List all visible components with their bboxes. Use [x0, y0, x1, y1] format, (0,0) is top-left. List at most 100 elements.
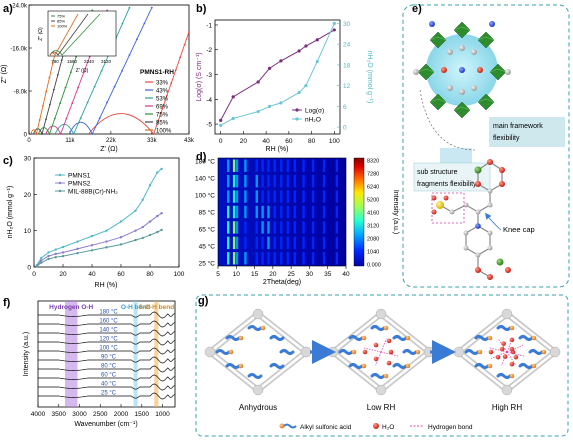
panel-d-ytick-label: 100 °C — [195, 192, 215, 200]
heatmap-cell — [236, 160, 238, 172]
ir-temp-label: 120 °C — [99, 337, 118, 343]
panel-a-inset-ylabel: Z'' (Ω) — [38, 27, 44, 41]
heatmap-cell — [294, 175, 296, 187]
panel-c-point — [142, 226, 144, 228]
nyquist-point — [39, 119, 41, 121]
heatmap-cell — [244, 252, 246, 264]
fragment-atom — [436, 201, 444, 209]
panel-b-xlabel: RH (%) — [266, 146, 289, 153]
panel-a-inset-xlabel: Z' (Ω) — [76, 68, 89, 74]
fragment-atom — [488, 189, 493, 194]
heatmap-cell — [267, 252, 269, 264]
panel-d-ytick-label: 45 °C — [199, 243, 216, 251]
panel-c-point — [142, 199, 144, 201]
fragment-atom — [475, 223, 481, 229]
colorbar-tick-label: 1040 — [367, 250, 379, 256]
heatmap-cell — [323, 190, 325, 202]
colorbar-tick-label: 6240 — [367, 185, 379, 191]
panel-a-xtick-label: 11k — [65, 138, 75, 144]
water-molecule — [503, 354, 508, 359]
panel-c-point — [156, 231, 158, 233]
alkyl-chain — [404, 351, 416, 354]
panel-c-point — [47, 255, 49, 257]
panel-c-point — [134, 209, 136, 211]
framework-node — [253, 385, 263, 395]
heatmap-cell — [261, 221, 263, 233]
panel-b-point — [257, 80, 260, 83]
heatmap-cell — [227, 237, 229, 249]
heatmap-cell — [267, 175, 269, 187]
heatmap-cell — [261, 206, 263, 218]
alkyl-chain — [372, 375, 384, 378]
heatmap-cell — [273, 237, 275, 249]
panel-b-rtick-label: 0 — [343, 125, 347, 132]
cage-atom — [459, 89, 465, 95]
sulfonic-head — [532, 336, 537, 341]
panel-c-ytick-label: 20 — [24, 192, 32, 199]
sulfonic-head — [239, 336, 244, 341]
framework-node — [376, 385, 386, 395]
panel-f-ylabel: Intensity (a.u.) — [23, 332, 30, 376]
heatmap-cell — [323, 221, 325, 233]
ir-temp-label: 180 °C — [99, 310, 118, 316]
panel-c-point — [160, 168, 162, 170]
nyquist-point — [42, 105, 44, 107]
panel-c-xlabel: RH (%) — [95, 282, 118, 289]
legend-water-label: H₂O — [382, 424, 394, 431]
heatmap-cell — [280, 237, 282, 249]
heatmap-cell — [280, 252, 282, 264]
heatmap-cell — [227, 190, 229, 202]
panel-b-point — [279, 59, 282, 62]
heatmap-cell — [236, 175, 238, 187]
heatmap-cell — [323, 206, 325, 218]
heatmap-cell — [302, 221, 304, 233]
heatmap-cell — [294, 252, 296, 264]
heatmap-cell — [244, 237, 246, 249]
panel-b-ytick-label: -4 — [206, 97, 212, 104]
heatmap-cell — [233, 221, 235, 233]
fragment-atom — [464, 246, 469, 251]
panel-c-point — [91, 249, 93, 251]
knee-cap-label: Knee cap — [503, 225, 535, 234]
panel-c-point — [134, 229, 136, 231]
heatmap-cell — [261, 252, 263, 264]
heatmap-cell — [336, 160, 338, 172]
panel-c-point — [160, 212, 162, 214]
fragment-atom — [499, 181, 505, 187]
heatmap-cell — [273, 190, 275, 202]
heatmap-cell — [244, 221, 246, 233]
legend-water-icon — [373, 423, 379, 429]
panel-b-point — [304, 84, 307, 87]
heatmap-cell — [261, 160, 263, 172]
cage-atom — [459, 45, 465, 51]
panel-a: a) 0-8.0k-16.0k-24.0k 0 11k 22k 33k 43k Z'' … — [1, 3, 195, 153]
panel-c-xtick-label: 20 — [59, 271, 67, 278]
fragment-atom — [505, 267, 511, 273]
heatmap-cell — [323, 237, 325, 249]
panel-a-ytick-label: -8.0k — [14, 90, 28, 96]
sulfonic-head — [384, 326, 389, 331]
panel-c-point — [156, 215, 158, 217]
inset-xtick-label: 2340 — [84, 59, 95, 64]
panel-b-point — [333, 22, 336, 25]
heatmap-cell — [336, 252, 338, 264]
nyquist-point — [61, 59, 63, 61]
nyquist-point — [129, 7, 131, 9]
colorbar-tick-label: 3120 — [367, 224, 379, 230]
panel-b-point — [257, 110, 260, 113]
ir-temp-label: 90 °C — [101, 355, 117, 361]
panel-c: c) 0102030 0 20 40 60 80 100 nH₂O (mmol g⁻¹) … — [3, 155, 185, 289]
nyquist-point — [36, 133, 38, 135]
water-molecule — [374, 343, 379, 348]
panel-b-point — [232, 95, 235, 98]
sub-structure-label-1: sub structure — [417, 169, 458, 176]
ir-temp-label: 25 °C — [101, 391, 117, 397]
panel-b-point — [316, 60, 319, 63]
alkyl-chain — [281, 351, 293, 354]
legend-label: 69% — [156, 105, 169, 111]
panel-f-xlabel: Wavenumber (cm⁻¹) — [74, 421, 137, 428]
panel-c-point — [76, 252, 78, 254]
fragment-atom — [450, 210, 455, 215]
panel-c-point — [62, 251, 64, 253]
